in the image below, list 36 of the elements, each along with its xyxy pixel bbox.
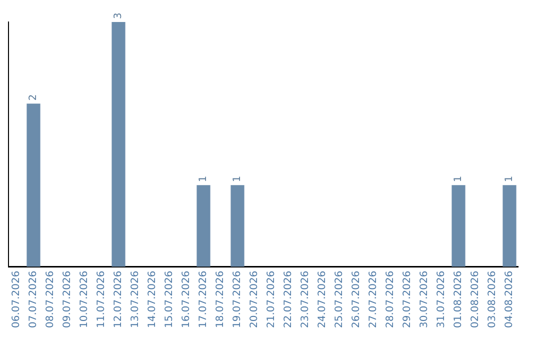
x-tick-label: 20.07.2026 xyxy=(249,270,260,328)
x-tick-label: 07.07.2026 xyxy=(28,270,40,328)
x-tick-label: 09.07.2026 xyxy=(62,270,74,328)
x-tick-label: 19.07.2026 xyxy=(232,270,244,328)
x-tick-label: 14.07.2026 xyxy=(147,270,158,328)
x-tick-label: 10.07.2026 xyxy=(79,270,90,328)
data-label: 1 xyxy=(504,176,516,182)
x-tick-label: 21.07.2026 xyxy=(266,270,278,328)
data-label: 1 xyxy=(198,176,210,182)
x-tick-label: 26.07.2026 xyxy=(351,270,362,328)
data-label: 1 xyxy=(453,176,464,182)
x-tick-label: 02.08.2026 xyxy=(470,270,482,328)
x-tick-label: 24.07.2026 xyxy=(317,270,328,328)
data-label: 1 xyxy=(232,176,244,182)
x-tick-label: 30.07.2026 xyxy=(419,270,430,328)
x-tick-label: 03.08.2026 xyxy=(487,270,498,328)
x-tick-label: 06.07.2026 xyxy=(11,270,22,328)
x-tick-label: 04.08.2026 xyxy=(504,270,516,328)
x-tick-label: 16.07.2026 xyxy=(181,270,192,328)
x-tick-label: 01.08.2026 xyxy=(453,270,464,328)
x-tick-label: 11.07.2026 xyxy=(96,270,108,328)
x-tick-label: 29.07.2026 xyxy=(402,270,414,328)
x-tick-label: 31.07.2026 xyxy=(436,270,448,328)
x-tick-label: 28.07.2026 xyxy=(385,270,396,328)
x-tick-label: 08.07.2026 xyxy=(45,270,56,328)
x-tick-label: 12.07.2026 xyxy=(113,270,124,328)
x-tick-label: 18.07.2026 xyxy=(215,270,226,328)
x-tick-label: 13.07.2026 xyxy=(130,270,142,328)
x-tick-label: 22.07.2026 xyxy=(283,270,294,328)
x-tick-label: 27.07.2026 xyxy=(368,270,380,328)
data-label: 3 xyxy=(113,12,124,19)
x-tick-label: 17.07.2026 xyxy=(198,270,210,328)
x-tick-label: 15.07.2026 xyxy=(164,270,176,328)
x-tick-label: 23.07.2026 xyxy=(300,270,312,328)
data-label: 2 xyxy=(28,94,40,101)
x-tick-label: 25.07.2026 xyxy=(334,270,346,328)
